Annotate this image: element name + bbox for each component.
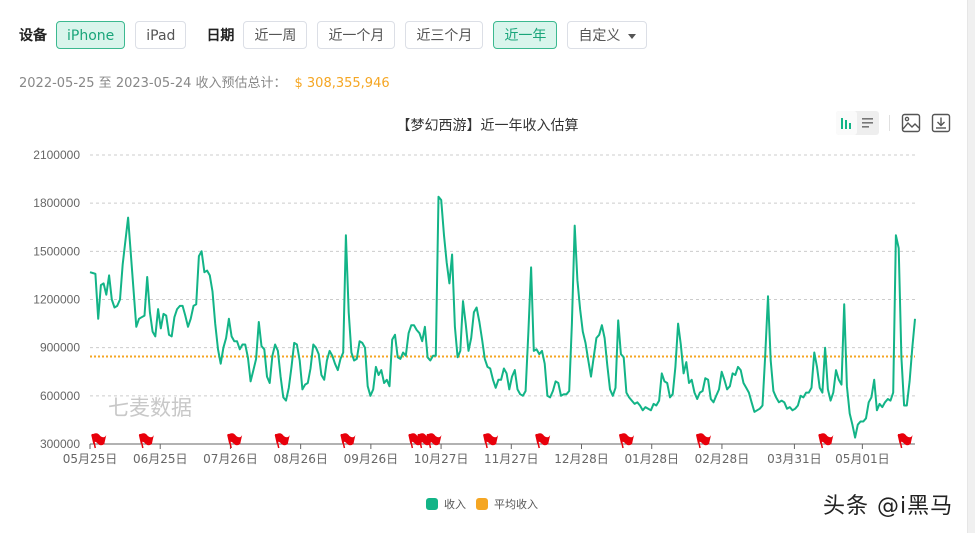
- download-icon: [931, 113, 951, 133]
- svg-text:06月25日: 06月25日: [133, 452, 188, 466]
- svg-text:1800000: 1800000: [33, 196, 80, 210]
- list-icon: [862, 118, 873, 128]
- svg-text:11月27日: 11月27日: [484, 452, 539, 466]
- flag-icon[interactable]: [340, 433, 356, 449]
- svg-text:900000: 900000: [40, 341, 80, 355]
- device-label: 设备: [19, 28, 47, 44]
- range-year-button[interactable]: 近一年: [493, 21, 558, 49]
- flag-icon[interactable]: [818, 433, 834, 449]
- legend-item-revenue[interactable]: 收入: [426, 496, 466, 512]
- page-scrollbar[interactable]: [967, 0, 975, 533]
- flag-icon[interactable]: [535, 433, 551, 449]
- custom-range-label: 自定义: [578, 28, 621, 44]
- svg-text:1500000: 1500000: [33, 244, 80, 258]
- range-month-button[interactable]: 近一个月: [317, 21, 396, 49]
- event-flags[interactable]: [91, 433, 913, 449]
- download-button[interactable]: [930, 112, 952, 134]
- legend-item-average[interactable]: 平均收入: [476, 496, 538, 512]
- svg-text:09月26日: 09月26日: [344, 452, 399, 466]
- average-swatch: [476, 498, 488, 510]
- range-quarter-button[interactable]: 近三个月: [405, 21, 484, 49]
- svg-text:2100000: 2100000: [33, 148, 80, 162]
- device-iphone-button[interactable]: iPhone: [56, 21, 126, 49]
- legend-label-revenue: 收入: [444, 498, 466, 511]
- flag-icon[interactable]: [426, 433, 442, 449]
- summary-range-text: 2022-05-25 至 2023-05-24 收入预估总计：: [19, 76, 287, 91]
- device-ipad-button[interactable]: iPad: [135, 21, 187, 49]
- range-week-button[interactable]: 近一周: [243, 21, 308, 49]
- chart-title: 【梦幻西游】近一年收入估算: [396, 118, 579, 134]
- flag-icon[interactable]: [138, 433, 154, 449]
- flag-icon[interactable]: [696, 433, 712, 449]
- toolbar-divider: [889, 115, 890, 131]
- image-icon: [901, 113, 921, 133]
- chart-legend: 收入 平均收入: [426, 496, 548, 512]
- source-watermark: 头条 @i黑马: [823, 494, 954, 519]
- save-image-button[interactable]: [900, 112, 922, 134]
- svg-text:07月26日: 07月26日: [203, 452, 258, 466]
- svg-text:300000: 300000: [40, 437, 80, 451]
- revenue-series: [89, 195, 916, 439]
- flag-icon[interactable]: [483, 433, 499, 449]
- flag-icon[interactable]: [227, 433, 243, 449]
- x-axis: 05月25日 06月25日 07月26日 08月26日 09月26日 10月27日 11月2…: [63, 443, 915, 466]
- chart-grid: 300000 600000 900000 1200000 1500000 1800000 2…: [33, 148, 915, 451]
- svg-text:03月31日: 03月31日: [767, 452, 822, 466]
- svg-text:02月28日: 02月28日: [695, 452, 750, 466]
- custom-range-dropdown[interactable]: 自定义: [567, 21, 648, 49]
- chart-toolbar: [836, 111, 960, 135]
- bar-chart-view-button[interactable]: [836, 111, 857, 135]
- chart-watermark: 七麦数据: [108, 396, 192, 420]
- revenue-summary: 2022-05-25 至 2023-05-24 收入预估总计： $ 308,355…: [19, 72, 390, 91]
- legend-label-average: 平均收入: [494, 498, 538, 511]
- svg-text:01月28日: 01月28日: [624, 452, 679, 466]
- revenue-swatch: [426, 498, 438, 510]
- summary-total: $ 308,355,946: [294, 76, 390, 91]
- flag-icon[interactable]: [274, 433, 290, 449]
- svg-text:1200000: 1200000: [33, 293, 80, 307]
- svg-text:10月27日: 10月27日: [414, 452, 469, 466]
- svg-text:08月26日: 08月26日: [273, 452, 328, 466]
- list-view-button[interactable]: [857, 111, 878, 135]
- svg-text:12月28日: 12月28日: [554, 452, 609, 466]
- caret-down-icon: [628, 33, 637, 39]
- bar-chart-icon: [841, 118, 851, 129]
- flag-icon[interactable]: [619, 433, 635, 449]
- date-label: 日期: [206, 28, 235, 44]
- svg-text:05月01日: 05月01日: [835, 452, 890, 466]
- chart-type-toggle: [836, 111, 879, 135]
- svg-text:05月25日: 05月25日: [63, 452, 118, 466]
- filter-bar: 设备 iPhone iPad 日期 近一周 近一个月 近三个月 近一年 自定义: [19, 20, 657, 50]
- revenue-line-chart[interactable]: 300000 600000 900000 1200000 1500000 1800000 2…: [0, 0, 975, 480]
- flag-icon[interactable]: [91, 433, 107, 449]
- svg-text:600000: 600000: [40, 389, 80, 403]
- flag-icon[interactable]: [897, 433, 913, 449]
